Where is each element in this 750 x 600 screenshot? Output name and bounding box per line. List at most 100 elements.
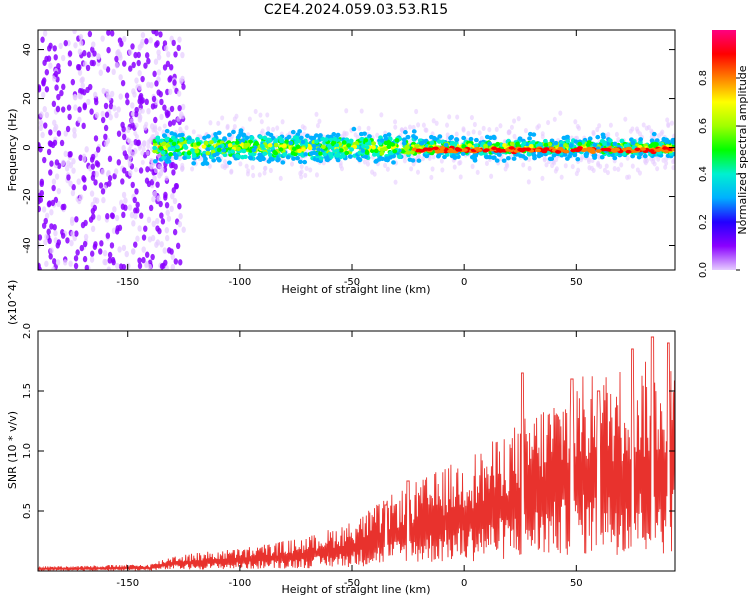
spectrogram-cell bbox=[177, 203, 182, 210]
spectrogram-cell bbox=[89, 190, 95, 197]
spectrogram-cell bbox=[126, 126, 131, 134]
spectrogram-cell bbox=[122, 133, 127, 141]
spectrogram-cell bbox=[431, 154, 436, 160]
spectrogram-cell bbox=[87, 30, 93, 38]
spectrogram-cell bbox=[625, 155, 630, 161]
spectrogram-cell bbox=[212, 152, 217, 158]
spectrogram-cell bbox=[477, 130, 482, 136]
spectrogram-cell bbox=[267, 143, 273, 148]
spectrogram-cell bbox=[599, 154, 605, 160]
spectrogram-cell bbox=[359, 108, 364, 114]
spectrogram-cell bbox=[302, 159, 308, 165]
spectrogram-cell bbox=[210, 149, 216, 154]
spectrogram-cell bbox=[515, 141, 520, 147]
spectrogram-cell bbox=[67, 60, 73, 67]
spectrogram-cell bbox=[358, 131, 364, 137]
spectrogram-cell bbox=[44, 233, 49, 240]
spectrogram-cell bbox=[414, 143, 419, 149]
spectrogram-cell bbox=[421, 155, 426, 162]
spectrogram-cell bbox=[104, 111, 110, 118]
spectrogram-cell bbox=[249, 135, 255, 141]
spectrogram-cell bbox=[401, 141, 407, 146]
spectrogram-cell bbox=[71, 158, 76, 165]
spectrogram-cell bbox=[550, 162, 555, 169]
spectrogram-cell bbox=[152, 148, 158, 154]
spectrogram-cell bbox=[163, 45, 169, 52]
spectrogram-cell bbox=[612, 166, 617, 172]
spectrogram-cell bbox=[360, 148, 366, 153]
spectrogram-cell bbox=[535, 148, 542, 153]
spectrogram-cell bbox=[114, 55, 119, 63]
spectrogram-cell bbox=[91, 41, 96, 48]
spectrogram-cell bbox=[43, 239, 48, 246]
spectrogram-cell bbox=[54, 84, 59, 91]
spectrogram-cell bbox=[546, 119, 551, 126]
spectrogram-cell bbox=[121, 211, 126, 219]
spectrogram-cell bbox=[165, 209, 170, 216]
y-tick-label: 2.0 bbox=[22, 323, 33, 339]
spectrogram-cell bbox=[114, 214, 120, 222]
spectrogram-cell bbox=[355, 134, 360, 140]
spectrogram-y-axis: -40 -20 0 20 40 bbox=[22, 43, 675, 254]
spectrogram-cell bbox=[165, 111, 170, 119]
spectrogram-cell bbox=[77, 92, 82, 100]
spectrogram-cell bbox=[103, 102, 109, 110]
spectrogram-cell bbox=[107, 175, 113, 182]
spectrogram-cell bbox=[170, 263, 176, 270]
spectrogram-cell bbox=[38, 196, 44, 203]
spectrogram-cell bbox=[332, 136, 338, 142]
spectrogram-cell bbox=[122, 35, 127, 43]
spectrogram-cell bbox=[95, 53, 101, 60]
spectrogram-cell bbox=[671, 148, 675, 152]
spectrogram-cell bbox=[286, 134, 292, 140]
spectrogram-cell bbox=[100, 168, 105, 176]
spectrogram-cell bbox=[60, 159, 66, 167]
spectrogram-cell bbox=[244, 135, 250, 141]
spectrogram-cell bbox=[230, 149, 235, 154]
spectrogram-cell bbox=[393, 179, 398, 185]
spectrogram-cell bbox=[262, 151, 268, 156]
spectrogram-cell bbox=[225, 123, 230, 129]
spectrogram-cell bbox=[140, 150, 145, 156]
spectrogram-cell bbox=[190, 166, 195, 172]
spectrogram-cell bbox=[116, 48, 121, 56]
spectrogram-cell bbox=[521, 162, 526, 168]
spectrogram-cell bbox=[372, 171, 377, 177]
spectrogram-cell bbox=[461, 126, 466, 132]
spectrogram-cell bbox=[625, 146, 632, 151]
spectrogram-cell bbox=[516, 116, 521, 122]
spectrogram-cell bbox=[133, 110, 139, 118]
y-tick-label: -20 bbox=[22, 188, 33, 204]
spectrogram-cell bbox=[98, 182, 104, 189]
spectrogram-cell bbox=[458, 174, 463, 180]
spectrogram-cell bbox=[171, 119, 176, 126]
spectrogram-cell bbox=[41, 77, 47, 84]
spectrogram-cell bbox=[402, 130, 408, 135]
y-tick-label: 40 bbox=[22, 43, 33, 56]
spectrogram-cell bbox=[519, 148, 526, 153]
spectrogram-cell bbox=[143, 62, 148, 69]
spectrogram-cell bbox=[115, 262, 120, 270]
spectrogram-cell bbox=[161, 262, 166, 269]
spectrogram-cell bbox=[478, 151, 484, 156]
spectrogram-cell bbox=[75, 63, 81, 71]
spectrogram-cell bbox=[73, 255, 79, 262]
spectrogram-cell bbox=[175, 242, 181, 250]
spectrogram-cell bbox=[164, 201, 170, 209]
spectrogram-cell bbox=[411, 134, 416, 139]
spectrogram-cell bbox=[326, 143, 332, 149]
spectrogram-cell bbox=[42, 59, 47, 66]
spectrogram-cell bbox=[81, 155, 87, 163]
spectrogram-cell bbox=[346, 143, 351, 148]
spectrogram-cell bbox=[56, 130, 62, 137]
spectrogram-cell bbox=[153, 116, 158, 124]
spectrogram-cell bbox=[150, 103, 156, 110]
spectrogram-cell bbox=[44, 111, 50, 119]
spectrogram-cell bbox=[470, 163, 475, 170]
spectrogram-cell bbox=[130, 111, 135, 117]
spectrogram-cell bbox=[128, 143, 133, 149]
spectrogram-cell bbox=[359, 137, 365, 142]
spectrogram-cell bbox=[71, 167, 76, 174]
spectrogram-cell bbox=[51, 100, 57, 108]
spectrogram-cell bbox=[72, 30, 77, 35]
